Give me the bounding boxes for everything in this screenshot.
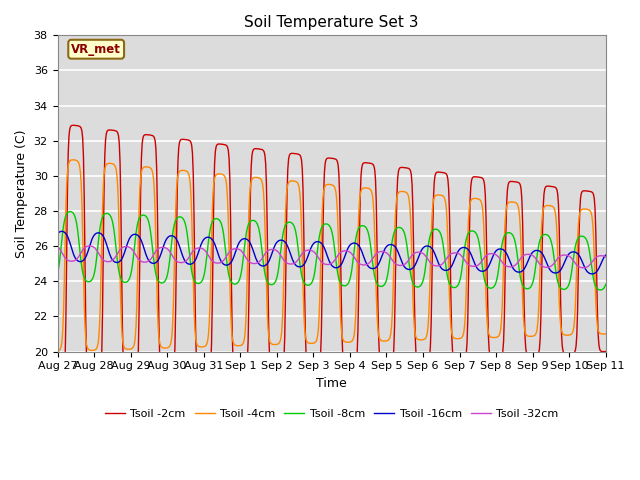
- Line: Tsoil -32cm: Tsoil -32cm: [58, 246, 605, 268]
- Tsoil -2cm: [205, 372, 213, 378]
- Tsoil -32cm: [63, 257, 71, 263]
- Line: Tsoil -2cm: Tsoil -2cm: [58, 125, 605, 387]
- Tsoil -16cm: [588, 271, 596, 277]
- X-axis label: Time: Time: [316, 377, 347, 390]
- Tsoil -16cm: [205, 235, 213, 240]
- Tsoil -8cm: [63, 210, 71, 216]
- Tsoil -32cm: [602, 254, 609, 260]
- Tsoil -8cm: [121, 279, 129, 285]
- Tsoil -2cm: [69, 122, 77, 128]
- Tsoil -32cm: [579, 265, 587, 271]
- Tsoil -16cm: [602, 252, 609, 258]
- Tsoil -8cm: [177, 214, 184, 220]
- Y-axis label: Soil Temperature (C): Soil Temperature (C): [15, 129, 28, 258]
- Tsoil -8cm: [602, 281, 609, 287]
- Text: VR_met: VR_met: [71, 43, 121, 56]
- Tsoil -2cm: [54, 384, 61, 390]
- Tsoil -4cm: [54, 348, 61, 354]
- Tsoil -16cm: [65, 235, 72, 241]
- Tsoil -16cm: [415, 253, 423, 259]
- Tsoil -2cm: [602, 348, 609, 354]
- Tsoil -4cm: [177, 168, 184, 174]
- Tsoil -4cm: [602, 331, 609, 337]
- Legend: Tsoil -2cm, Tsoil -4cm, Tsoil -8cm, Tsoil -16cm, Tsoil -32cm: Tsoil -2cm, Tsoil -4cm, Tsoil -8cm, Tsoi…: [100, 405, 563, 423]
- Tsoil -16cm: [54, 231, 61, 237]
- Tsoil -4cm: [415, 337, 423, 343]
- Title: Soil Temperature Set 3: Soil Temperature Set 3: [244, 15, 419, 30]
- Line: Tsoil -4cm: Tsoil -4cm: [58, 160, 605, 351]
- Tsoil -4cm: [69, 157, 77, 163]
- Tsoil -32cm: [121, 244, 129, 250]
- Tsoil -4cm: [205, 319, 213, 325]
- Tsoil -32cm: [54, 244, 61, 250]
- Tsoil -4cm: [63, 169, 71, 175]
- Tsoil -16cm: [399, 262, 407, 267]
- Tsoil -4cm: [399, 189, 407, 194]
- Tsoil -16cm: [58, 228, 66, 234]
- Line: Tsoil -16cm: Tsoil -16cm: [58, 231, 605, 274]
- Tsoil -32cm: [86, 243, 93, 249]
- Tsoil -8cm: [54, 271, 61, 276]
- Tsoil -8cm: [399, 227, 407, 233]
- Tsoil -2cm: [63, 189, 71, 194]
- Tsoil -2cm: [121, 375, 129, 381]
- Tsoil -32cm: [399, 262, 407, 268]
- Tsoil -8cm: [596, 287, 604, 293]
- Tsoil -16cm: [121, 249, 129, 255]
- Tsoil -8cm: [67, 209, 74, 215]
- Tsoil -32cm: [415, 249, 423, 255]
- Line: Tsoil -8cm: Tsoil -8cm: [58, 212, 605, 290]
- Tsoil -2cm: [415, 360, 423, 366]
- Tsoil -8cm: [205, 232, 213, 238]
- Tsoil -8cm: [415, 284, 423, 289]
- Tsoil -4cm: [121, 345, 129, 351]
- Tsoil -2cm: [399, 165, 407, 170]
- Tsoil -2cm: [177, 137, 184, 143]
- Tsoil -32cm: [177, 260, 184, 265]
- Tsoil -16cm: [177, 246, 184, 252]
- Tsoil -32cm: [205, 254, 213, 260]
